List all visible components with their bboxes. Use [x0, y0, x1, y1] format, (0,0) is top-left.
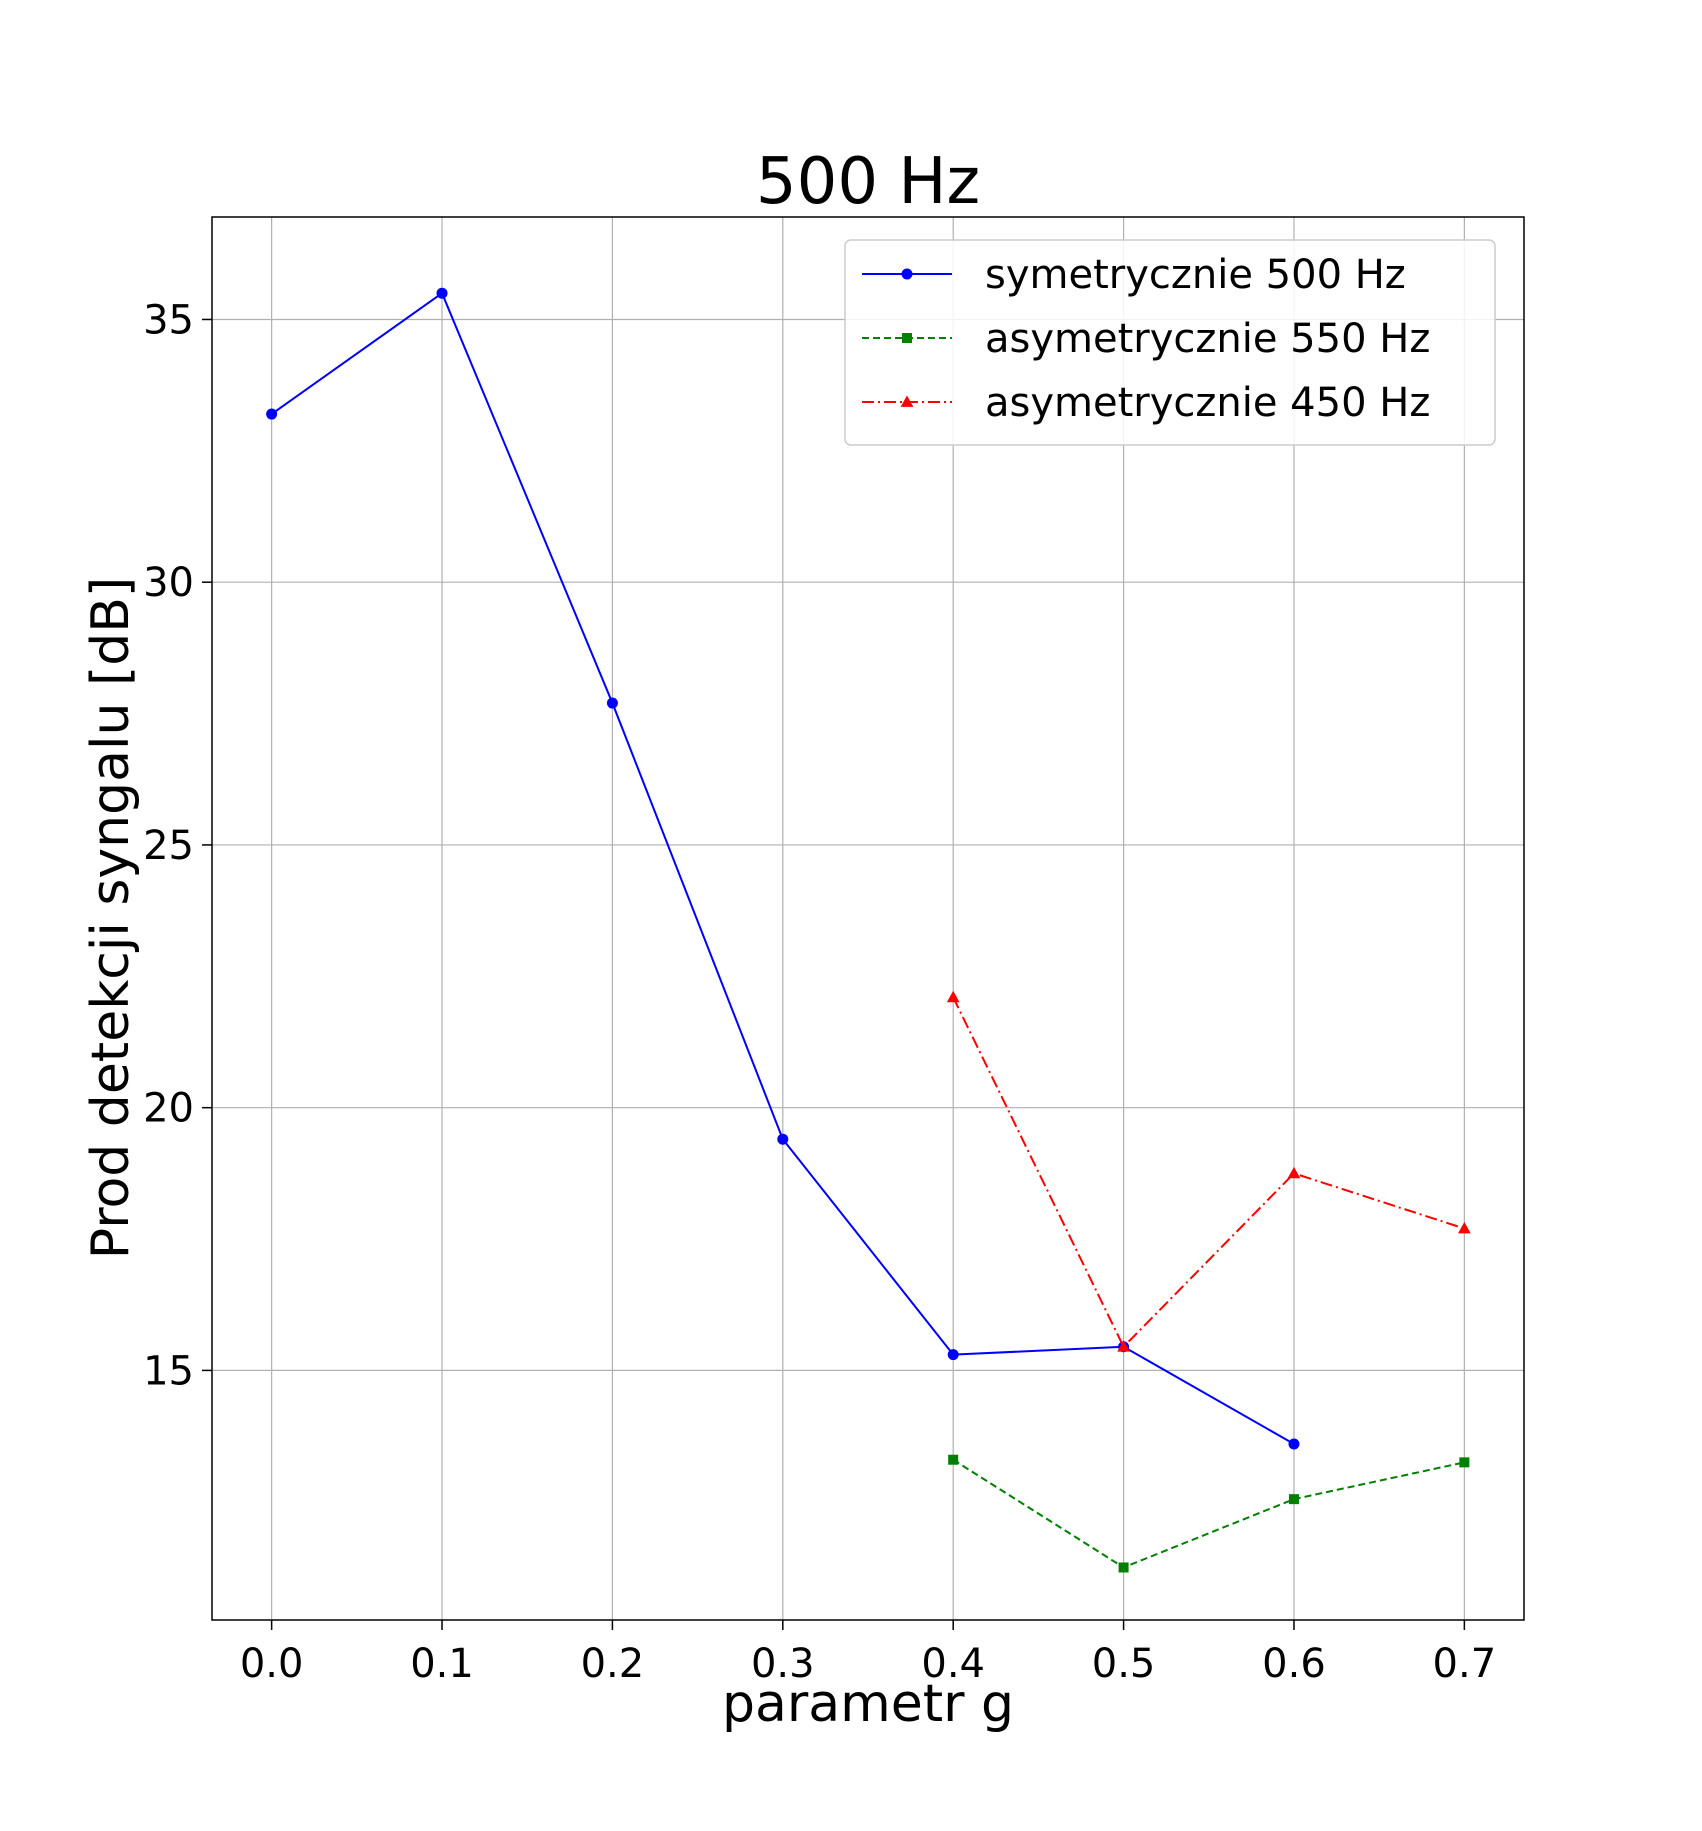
legend-swatch-marker [900, 395, 914, 407]
legend: symetrycznie 500 Hz asymetrycznie 550 Hz a… [844, 239, 1496, 446]
legend-swatch-marker [901, 268, 913, 280]
legend-item: asymetrycznie 450 Hz [862, 380, 1430, 426]
legend-box [844, 239, 1496, 446]
y-axis-title: Prod detekcji syngalu [dB] [81, 577, 141, 1259]
data-point [948, 1454, 959, 1465]
series-2 [946, 990, 1471, 1352]
data-point [266, 408, 278, 420]
data-point [436, 287, 448, 299]
x-tick-label: 0.6 [1262, 1641, 1326, 1687]
data-point [946, 990, 960, 1003]
legend-label: asymetrycznie 550 Hz [985, 316, 1430, 362]
data-point [606, 697, 618, 709]
plot-frame [211, 216, 1525, 1621]
x-tick-label: 0.2 [581, 1641, 645, 1687]
y-tick-label: 35 [143, 297, 194, 343]
legend-item: asymetrycznie 550 Hz [862, 316, 1430, 362]
y-tick-label: 20 [143, 1086, 194, 1132]
series-line [952, 996, 1465, 1349]
data-point [1288, 1494, 1299, 1505]
x-tick-label: 0.3 [751, 1641, 815, 1687]
y-tick-label: 30 [143, 560, 194, 606]
data-point [1118, 1562, 1129, 1573]
x-tick-label: 0.1 [410, 1641, 474, 1687]
data-point [777, 1133, 789, 1145]
x-axis-title: parametr g [722, 1674, 1014, 1734]
legend-label: asymetrycznie 450 Hz [985, 380, 1430, 426]
legend-label: symetrycznie 500 Hz [985, 252, 1406, 298]
data-point [1288, 1438, 1300, 1450]
y-tick-label: 15 [143, 1348, 194, 1394]
data-point [947, 1349, 959, 1361]
series-1 [948, 1454, 1470, 1573]
axis-ticks: 0.0 0.1 0.2 0.3 0.4 0.5 0.6 0.7 15 20 25 30 35 [143, 297, 1496, 1687]
x-tick-label: 0.5 [1092, 1641, 1156, 1687]
x-tick-label: 0.4 [921, 1641, 985, 1687]
grid-lines [212, 217, 1524, 1620]
series-layer [266, 287, 1471, 1573]
y-tick-label: 25 [143, 823, 194, 869]
chart-title: 500 Hz [756, 145, 980, 219]
data-point [1117, 1340, 1130, 1352]
x-tick-label: 0.7 [1433, 1641, 1497, 1687]
data-point [1459, 1457, 1470, 1468]
legend-item: symetrycznie 500 Hz [862, 252, 1406, 298]
x-tick-label: 0.0 [240, 1641, 304, 1687]
legend-swatch-marker [902, 333, 912, 343]
data-point [1287, 1166, 1301, 1179]
data-point [1458, 1221, 1471, 1234]
series-line [952, 1458, 1465, 1569]
